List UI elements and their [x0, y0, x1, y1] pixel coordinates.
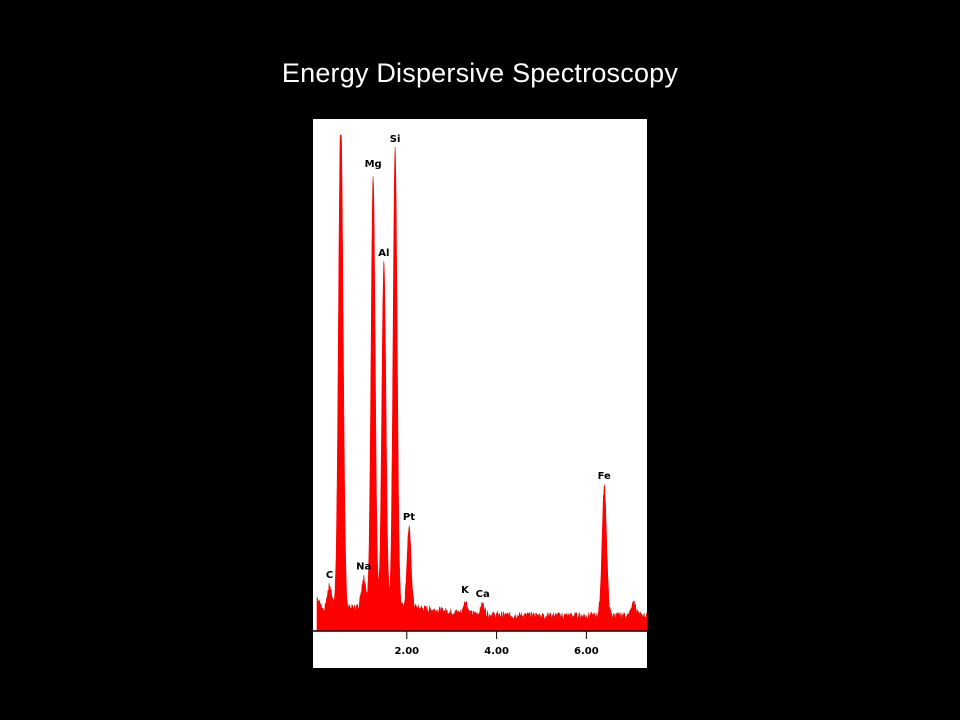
peak-label-k: K [461, 585, 470, 596]
peak-label-al: Al [378, 248, 389, 259]
peak-label-ca: Ca [476, 589, 490, 600]
peak-label-pt: Pt [403, 512, 415, 523]
peak-label-fe: Fe [598, 471, 611, 482]
x-tick-label: 4.00 [484, 646, 509, 657]
x-tick-label: 2.00 [394, 646, 419, 657]
peak-label-c: C [326, 570, 333, 581]
peak-label-si: Si [390, 134, 401, 145]
spectrum-area [316, 134, 647, 632]
peak-labels: CONaMgAlSiPtKCaFe [326, 134, 611, 600]
x-axis-ticks: 2.00 4.00 6.00 [394, 631, 599, 657]
peak-label-mg: Mg [365, 159, 382, 170]
eds-spectrum-chart: 2.004.006.00 CONaMgAlSiPtKCaFe [313, 119, 647, 668]
spectrum-svg: 2.004.006.00 CONaMgAlSiPtKCaFe [313, 134, 647, 657]
x-tick-label: 6.00 [574, 646, 599, 657]
slide-title: Energy Dispersive Spectroscopy [281, 58, 679, 88]
peak-label-na: Na [356, 561, 371, 572]
